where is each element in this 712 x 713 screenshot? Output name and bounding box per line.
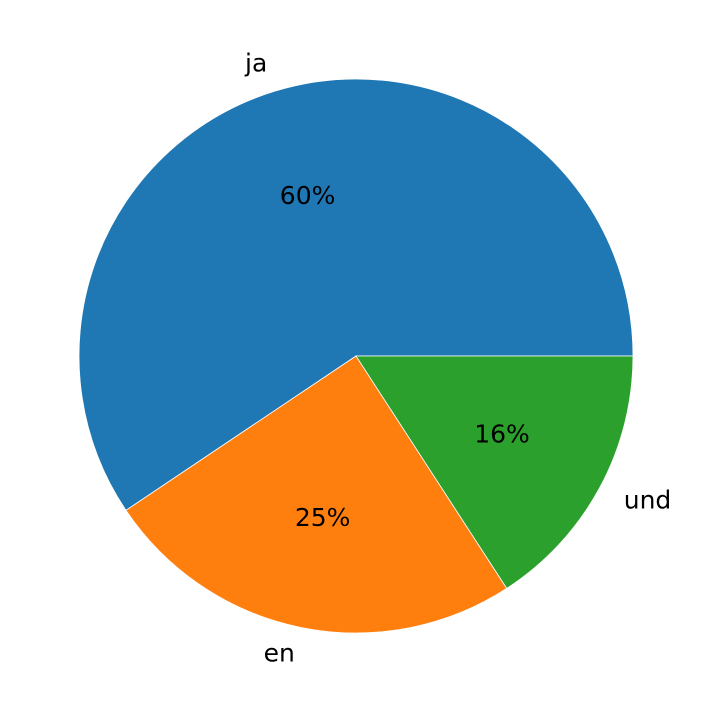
pie-slice	[78, 78, 634, 511]
pie-slice	[355, 355, 634, 589]
percent-label: 25%	[295, 503, 351, 532]
percent-label: 60%	[280, 181, 336, 210]
slice-label: ja	[244, 49, 267, 78]
pie-slice	[125, 355, 508, 634]
slice-label: en	[264, 638, 295, 667]
slice-label: und	[624, 485, 672, 514]
percent-label: 16%	[474, 419, 530, 448]
